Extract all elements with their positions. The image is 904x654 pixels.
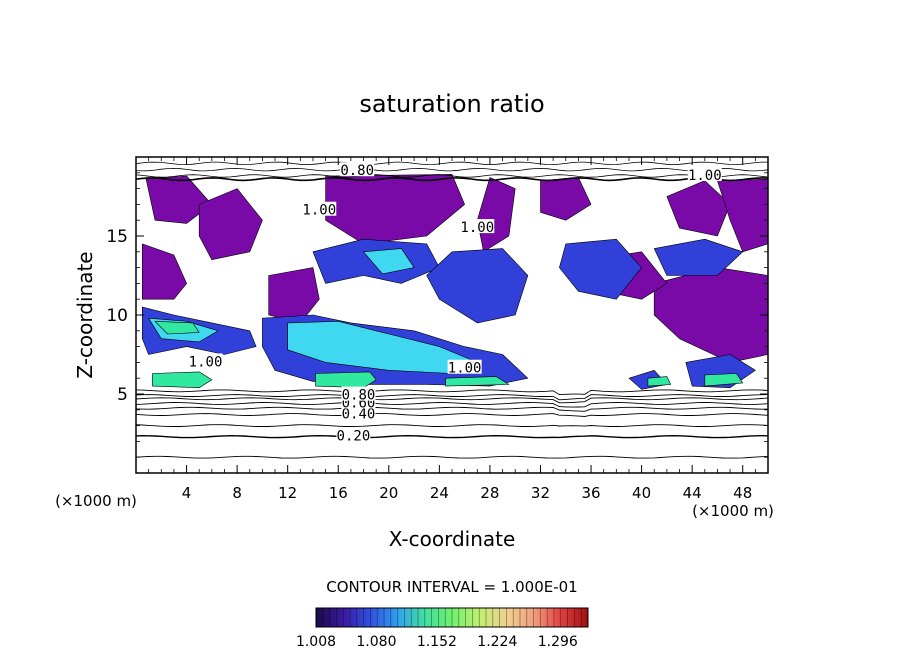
contour-label-1: 0.40 [342,407,376,423]
region-green-26 [647,376,672,387]
color-scale-label-4: 1.296 [538,634,578,650]
x-tick-label-36: 36 [581,484,600,502]
contour-label-bg-5 [447,359,482,374]
region-supersat_low-3 [268,267,320,324]
x-unit-label-right: (×1000 m) [692,502,774,520]
region-green-22 [152,371,213,389]
contour-line-6 [135,397,769,404]
contour-label-6: 1.00 [302,203,336,219]
contour-label-bg-3 [341,386,376,401]
contour-label-bg-0 [336,427,371,442]
region-green-23 [154,320,200,335]
region-supersat_low-9 [653,267,769,363]
color-scale-label-2: 1.152 [417,634,457,650]
region-blue-16 [653,238,744,276]
region-blue-14 [426,248,529,324]
contour-label-3: 0.80 [342,388,376,404]
x-tick-label-20: 20 [379,484,398,502]
contour-label-5: 1.00 [448,361,482,377]
contour-label-bg-1 [341,405,376,420]
region-blue-15 [559,238,642,300]
contour-label-bg-6 [302,201,337,216]
region-green-25 [445,376,510,387]
color-scale-label-1: 1.080 [356,634,396,650]
x-axis-label: X-coordinate [389,527,516,551]
region-supersat_low-5 [476,177,516,253]
top-contour-line-0 [135,177,769,182]
region-cyan-21 [363,248,415,275]
x-tick-label-40: 40 [632,484,651,502]
color-scale-labels: 1.008 1.080 1.152 1.224 1.296 [296,634,578,650]
color-scale-bar: 1.008 1.080 1.152 1.224 1.296 [296,607,589,650]
region-supersat_low-4 [325,174,465,245]
y-axis-ticks: 5 10 15 [106,172,768,458]
contour-lines [135,161,769,459]
region-supersat_low-0 [142,243,187,300]
contour-label-0: 0.20 [337,429,371,445]
x-tick-label-16: 16 [329,484,348,502]
x-tick-label-12: 12 [278,484,297,502]
x-tick-label-28: 28 [480,484,499,502]
contour-label-9: 1.00 [688,168,722,184]
color-scale-ticks [322,608,582,627]
x-tick-label-4: 4 [182,484,192,502]
y-tick-label-5: 5 [117,385,128,405]
contour-line-7 [135,394,769,401]
x-tick-label-48: 48 [733,484,752,502]
contour-label-4: 1.00 [189,354,223,370]
y-tick-label-15: 15 [106,227,128,247]
contour-labels: 0.200.400.600.801.00 1.001.001.000.80 1.00 [188,162,722,445]
color-scale-label-0: 1.008 [296,634,336,650]
x-tick-label-24: 24 [430,484,449,502]
chart-title: saturation ratio [359,90,544,118]
x-tick-label-32: 32 [531,484,550,502]
x-unit-label-left: (×1000 m) [55,492,137,510]
contour-line-1 [135,434,769,439]
contour-line-4 [135,406,769,412]
region-green-27 [704,373,744,387]
contour-line-3 [135,413,769,417]
y-axis-label: Z-coordinate [73,251,97,378]
y-tick-label-10: 10 [106,306,128,326]
contour-label-8: 0.80 [340,163,374,179]
contour-line-0 [135,455,769,459]
region-supersat_low-7 [666,180,731,237]
region-green-24 [315,371,377,389]
contour-label-bg-8 [340,162,375,177]
contour-label-bg-4 [188,353,223,368]
x-axis-ticks: 4 8 12 16 20 24 28 32 36 40 44 48 [148,157,756,502]
region-supersat_low-8 [717,178,769,253]
contour-interval-text: CONTOUR INTERVAL = 1.000E-01 [326,578,577,596]
contour-line-2 [135,424,769,427]
color-scale-label-3: 1.224 [477,634,517,650]
top-contour-line-2 [135,167,769,172]
x-tick-label-44: 44 [683,484,702,502]
top-contour-line-1 [135,174,769,178]
saturation-regions [142,174,769,390]
x-tick-label-8: 8 [232,484,242,502]
contour-line-8 [135,389,769,396]
plot-area: 0.200.400.600.801.00 1.001.001.000.80 1.00… [106,156,769,502]
contour-label-7: 1.00 [460,220,494,236]
contour-label-bg-7 [460,219,495,234]
contour-line-5 [135,402,769,408]
contour-label-bg-9 [687,166,722,181]
region-supersat_low-2 [198,188,263,261]
top-contour-line-3 [135,161,768,166]
